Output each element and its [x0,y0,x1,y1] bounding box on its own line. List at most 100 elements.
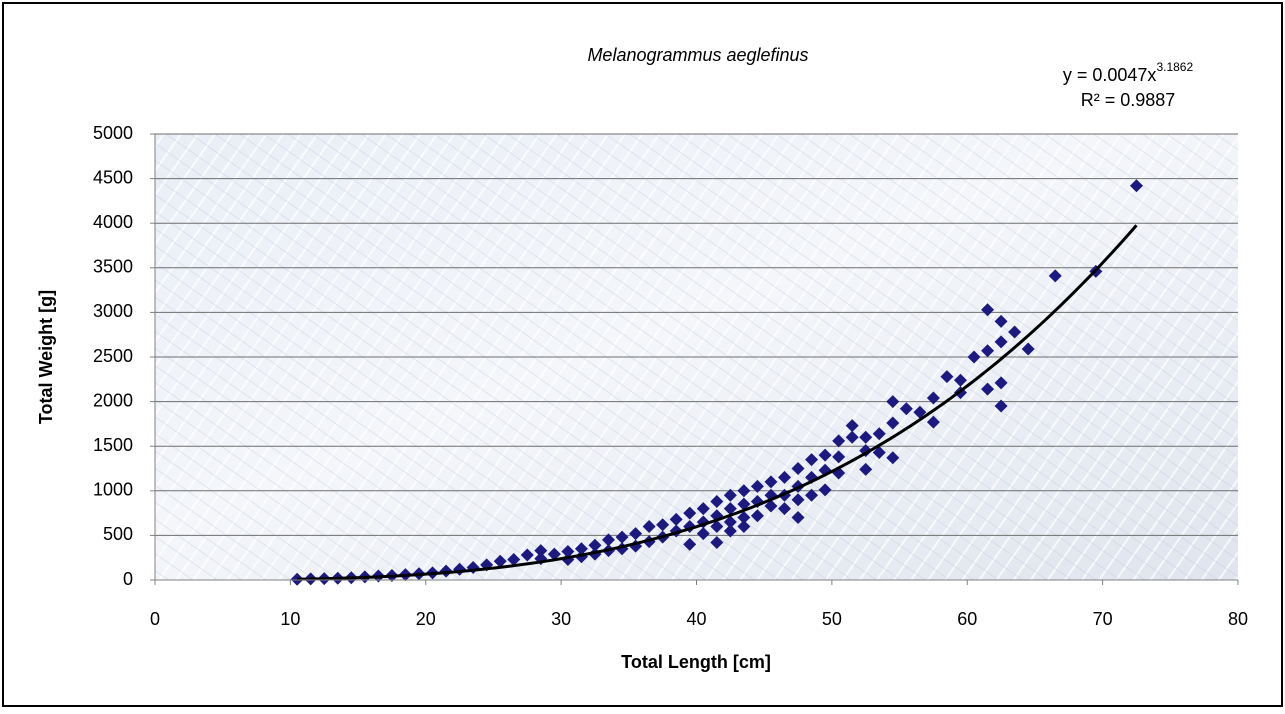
data-point [886,416,900,430]
data-point [994,399,1008,413]
data-point [872,445,886,459]
data-point [1048,269,1062,283]
x-tick-label: 70 [1093,609,1113,629]
data-point [859,462,873,476]
data-point [534,544,548,558]
data-point [574,542,588,556]
data-point [683,537,697,551]
data-point [777,470,791,484]
data-point [953,373,967,387]
data-point [994,376,1008,390]
data-point [845,430,859,444]
data-point [656,518,670,532]
data-point [926,415,940,429]
data-point [669,512,683,526]
data-point [615,530,629,544]
y-tick-label: 5000 [93,123,133,143]
data-point [547,547,561,561]
data-point [994,314,1008,328]
data-point [696,527,710,541]
x-tick-label: 50 [822,609,842,629]
data-point [981,303,995,317]
y-tick-label: 2500 [93,346,133,366]
data-point [737,519,751,533]
equation-text: y = 0.0047x [1063,65,1157,85]
x-axis-title: Total Length [cm] [621,652,771,672]
y-tick-label: 3000 [93,301,133,321]
x-tick-label: 20 [416,609,436,629]
data-point [872,427,886,441]
data-point [818,448,832,462]
y-axis-title: Total Weight [g] [36,290,56,424]
data-point [859,430,873,444]
data-point [507,552,521,566]
data-point [710,495,724,509]
data-point [629,527,643,541]
data-point [737,484,751,498]
data-point [913,405,927,419]
data-point [791,493,805,507]
data-point [683,506,697,520]
data-point [1008,325,1022,339]
y-tick-label: 4000 [93,212,133,232]
data-point [791,462,805,475]
y-tick-label: 4500 [93,167,133,187]
data-point [886,395,900,409]
data-point [1129,179,1143,193]
data-point [886,451,900,465]
data-point [723,502,737,516]
data-point [981,382,995,396]
data-point [723,524,737,538]
data-point [805,488,819,502]
x-tick-label: 0 [150,609,160,629]
data-point [940,370,954,384]
data-point [791,511,805,525]
data-point [832,434,846,448]
y-tick-label: 500 [103,524,133,544]
data-point [602,533,616,547]
y-tick-label: 1500 [93,435,133,455]
data-point [723,515,737,529]
y-tick-label: 1000 [93,480,133,500]
equation-exponent: 3.1862 [1156,60,1193,74]
data-point [818,483,832,497]
data-point [777,502,791,516]
data-point [710,536,724,550]
data-point [750,509,764,523]
x-tick-label: 10 [280,609,300,629]
x-tick-label: 80 [1228,609,1248,629]
x-tick-label: 30 [551,609,571,629]
data-point [696,502,710,516]
data-point [710,519,724,533]
data-point [764,475,778,489]
data-point [764,499,778,513]
y-tick-label: 3500 [93,257,133,277]
data-point [967,350,981,364]
data-point [642,519,656,533]
data-point [723,488,737,502]
data-point [805,453,819,467]
x-tick-label: 40 [686,609,706,629]
data-point [561,544,575,558]
y-tick-label: 2000 [93,390,133,410]
data-point [493,554,507,568]
data-point [981,344,995,358]
data-point [926,391,940,405]
data-point [845,419,859,433]
data-point [832,450,846,464]
data-point [737,511,751,525]
data-point [899,402,913,416]
trendline-equation: y = 0.0047x3.1862 [1063,60,1194,85]
data-point [737,497,751,511]
data-point [1021,342,1035,356]
y-tick-label: 0 [123,569,133,589]
data-point [994,335,1008,349]
trendline [297,224,1138,581]
data-point [520,548,534,562]
data-point [588,538,602,552]
data-point [750,479,764,493]
x-tick-label: 60 [957,609,977,629]
chart-title: Melanogrammus aeglefinus [587,45,808,65]
r-squared: R² = 0.9887 [1081,90,1176,110]
